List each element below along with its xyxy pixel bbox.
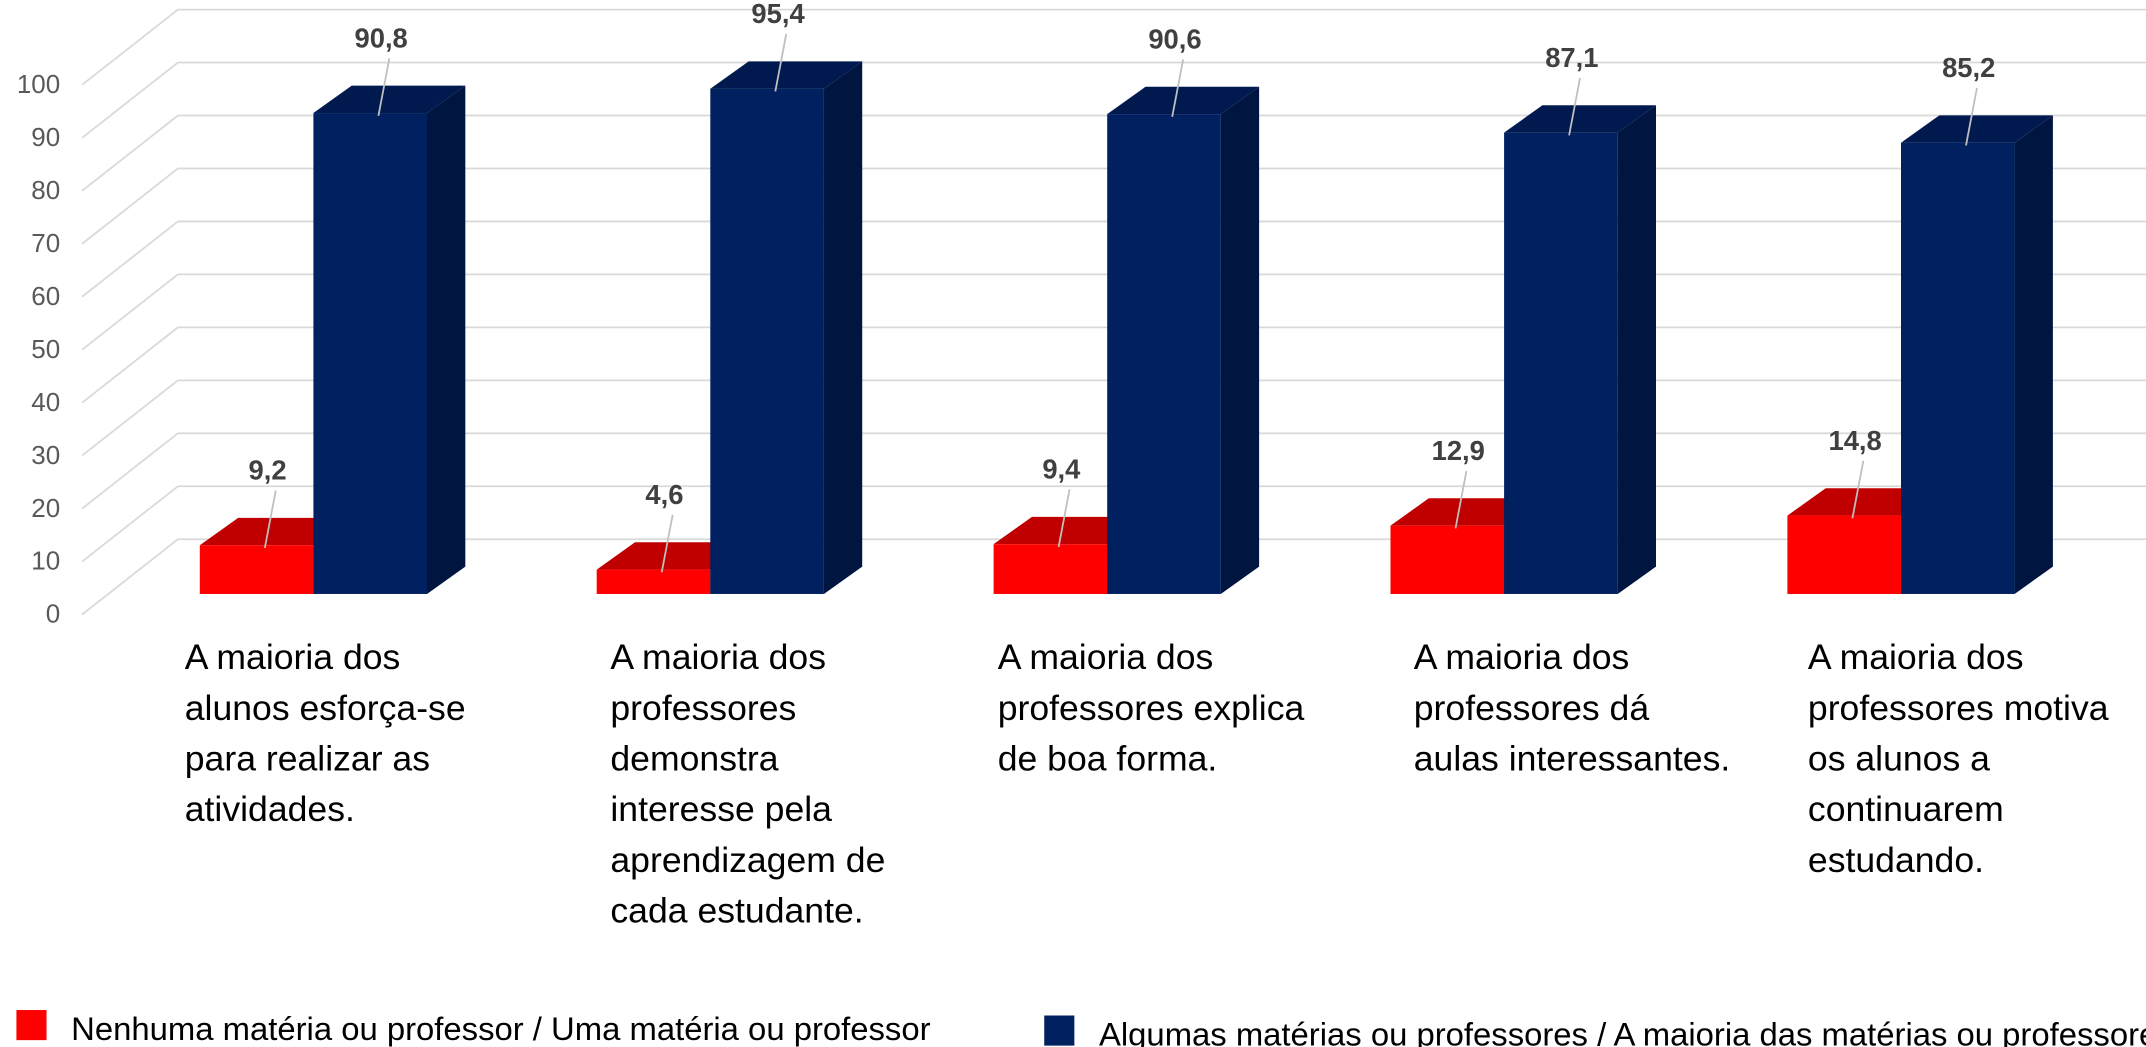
plot: 0 10 20 30 40 50 60 70 80 90 100 9,2 90,8 A maioria d…	[16, 0, 2146, 1047]
y-tick-label: 60	[31, 281, 60, 311]
grid-line	[81, 220, 179, 298]
x-label-box: A maioria dos alunos esforça-se para rea…	[184, 636, 466, 830]
data-label: 9,2	[249, 455, 287, 486]
grid-line	[81, 61, 179, 139]
bar-side	[2014, 115, 2053, 594]
bar-top	[1900, 115, 2053, 143]
leader-line	[1171, 59, 1185, 118]
y-tick-label: 80	[31, 175, 60, 205]
x-tick-label: A maioria dos professores demonstra inte…	[610, 636, 886, 931]
grid-line	[81, 326, 179, 404]
y-tick-label: 0	[46, 599, 60, 629]
x-label-box: A maioria dos professores demonstra inte…	[610, 636, 886, 931]
legend-swatch	[1044, 1015, 1075, 1046]
x-label-box: A maioria dos professores motiva os alun…	[1807, 636, 2109, 881]
leader-line	[660, 514, 674, 573]
bar-top	[710, 61, 863, 89]
data-label: 9,4	[1042, 453, 1081, 484]
leader-line	[1568, 77, 1581, 136]
x-tick-label: A maioria dos alunos esforça-se para rea…	[184, 636, 466, 830]
data-label: 87,1	[1545, 42, 1598, 73]
bar-side	[427, 85, 466, 594]
leader-line	[1057, 489, 1071, 548]
bar-side	[1220, 86, 1260, 594]
leader-line	[1965, 87, 1978, 146]
data-label: 85,2	[1942, 52, 1995, 83]
bar	[1900, 142, 2015, 594]
y-tick-label: 30	[31, 440, 60, 470]
y-tick-label: 10	[31, 546, 60, 576]
grid-line	[81, 432, 179, 510]
grid-line	[81, 273, 179, 351]
bar	[710, 88, 824, 594]
bar	[1504, 132, 1618, 594]
bar	[596, 569, 711, 594]
y-tick-label: 40	[31, 387, 60, 417]
leader-line	[1454, 470, 1468, 529]
legend-swatch	[16, 1010, 47, 1041]
grid-line	[81, 538, 179, 616]
data-label: 14,8	[1829, 425, 1882, 456]
x-tick-label: A maioria dos professores dá aulas inter…	[1413, 636, 1731, 779]
bar	[1787, 515, 1901, 594]
y-tick-label: 90	[31, 122, 60, 152]
y-tick-label: 20	[31, 493, 60, 523]
grid-line	[81, 8, 179, 86]
bar	[1107, 114, 1221, 594]
y-tick-label: 70	[31, 228, 60, 258]
x-tick-label: A maioria dos professores motiva os alun…	[1807, 636, 2109, 881]
y-tick-label: 50	[31, 334, 60, 364]
leader-line	[263, 490, 277, 549]
grid-line	[81, 167, 179, 245]
bar-side	[823, 61, 863, 594]
x-label-box: A maioria dos professores explica de boa…	[997, 636, 1305, 779]
grid-line	[81, 114, 179, 192]
leader-line	[377, 58, 391, 116]
legend-label: Nenhuma matéria ou professor / Uma matér…	[71, 1010, 930, 1047]
y-tick-label: 100	[17, 69, 60, 99]
data-label: 90,6	[1148, 23, 1201, 54]
bar	[1390, 525, 1505, 594]
grid-line	[81, 379, 179, 457]
bar-top	[1504, 105, 1657, 133]
bar-top	[1107, 86, 1260, 115]
leader-line	[774, 33, 788, 92]
data-label: 4,6	[645, 479, 683, 510]
x-label-box: A maioria dos professores dá aulas inter…	[1413, 636, 1731, 779]
x-tick-label: A maioria dos professores explica de boa…	[997, 636, 1305, 779]
bar-top	[313, 85, 466, 114]
grid-line	[81, 485, 179, 563]
bar	[199, 545, 314, 594]
bar	[313, 113, 428, 594]
data-label: 12,9	[1432, 435, 1485, 466]
bar	[993, 544, 1108, 594]
data-label: 90,8	[355, 22, 408, 53]
data-label: 95,4	[751, 0, 805, 29]
leader-line	[1851, 460, 1865, 519]
bar-side	[1617, 105, 1657, 594]
legend-label: Algumas matérias ou professores / A maio…	[1099, 1016, 2146, 1047]
